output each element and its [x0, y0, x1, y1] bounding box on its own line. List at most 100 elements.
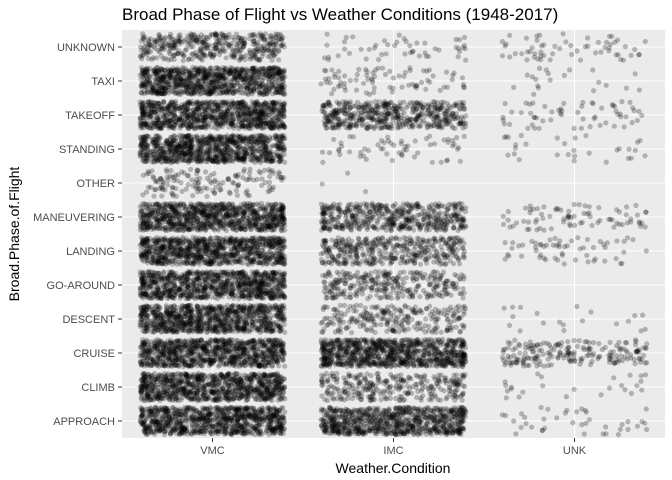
data-point: [631, 356, 637, 363]
data-point: [232, 413, 238, 419]
data-point: [230, 389, 236, 395]
data-point: [238, 407, 245, 413]
data-point: [233, 420, 239, 427]
data-point: [197, 415, 203, 421]
data-point: [407, 385, 413, 391]
data-point: [148, 408, 154, 414]
data-point: [244, 422, 250, 429]
data-point: [139, 420, 145, 426]
data-point: [138, 387, 145, 394]
data-point: [234, 418, 240, 424]
data-point: [166, 418, 172, 425]
data-point: [184, 372, 190, 379]
data-point: [409, 424, 415, 430]
data-point: [364, 407, 370, 413]
data-point: [215, 338, 221, 344]
data-point: [166, 423, 172, 429]
data-point: [279, 415, 285, 421]
data-point: [215, 420, 221, 426]
data-point: [223, 424, 229, 430]
data-point: [179, 342, 185, 348]
data-point: [198, 416, 204, 422]
data-point: [189, 415, 195, 421]
data-point: [443, 426, 450, 433]
data-point: [250, 413, 256, 419]
data-point: [179, 411, 185, 418]
data-point: [147, 408, 153, 414]
data-point: [143, 406, 149, 412]
data-point: [424, 378, 430, 384]
data-point: [574, 409, 580, 415]
data-point: [150, 419, 156, 425]
data-point: [542, 425, 548, 431]
data-point: [334, 370, 340, 377]
data-point: [216, 429, 222, 435]
data-point: [346, 431, 352, 437]
data-point: [162, 423, 168, 429]
data-point: [208, 424, 214, 430]
data-point: [246, 406, 252, 412]
data-point: [503, 395, 509, 401]
data-point: [149, 420, 155, 426]
data-point: [238, 384, 244, 391]
data-point: [225, 416, 231, 422]
data-point: [273, 425, 279, 431]
data-point: [214, 408, 221, 414]
data-point: [276, 415, 282, 421]
data-point: [279, 392, 285, 398]
data-point: [176, 411, 182, 417]
data-point: [271, 416, 277, 422]
data-point: [209, 431, 215, 437]
data-point: [162, 429, 168, 435]
data-point: [172, 407, 178, 413]
data-point: [249, 423, 255, 429]
data-point: [197, 428, 203, 434]
data-point: [192, 418, 198, 424]
data-point: [338, 394, 344, 400]
data-point: [178, 421, 184, 428]
data-point: [191, 383, 197, 389]
data-point: [146, 413, 152, 419]
data-point: [239, 412, 246, 418]
data-point: [367, 397, 373, 403]
data-point: [259, 392, 265, 398]
data-point: [352, 340, 358, 346]
data-point: [460, 374, 467, 380]
data-point: [246, 412, 252, 418]
data-point: [392, 395, 398, 401]
data-point: [547, 352, 553, 358]
data-point: [367, 428, 373, 434]
data-point: [252, 412, 258, 418]
data-point: [428, 383, 434, 389]
data-point: [229, 427, 235, 433]
data-point: [611, 360, 617, 366]
data-point: [556, 341, 562, 347]
data-point: [424, 421, 431, 427]
data-point: [150, 411, 156, 417]
data-point: [140, 412, 146, 418]
data-point: [322, 355, 328, 361]
data-point: [212, 427, 218, 433]
data-point: [221, 388, 227, 394]
data-point: [172, 422, 178, 428]
data-point: [269, 425, 275, 431]
point-cloud-cruise-imc: [318, 336, 469, 370]
data-point: [247, 428, 253, 434]
data-point: [187, 405, 193, 411]
data-point: [235, 416, 241, 422]
data-point: [364, 371, 370, 377]
data-point: [146, 428, 152, 434]
data-point: [173, 420, 180, 426]
data-point: [551, 347, 557, 353]
data-point: [178, 430, 184, 436]
data-point: [188, 390, 194, 396]
data-point: [202, 389, 208, 395]
data-point: [238, 423, 244, 429]
data-point: [571, 349, 577, 355]
data-point: [424, 361, 430, 367]
data-point: [523, 421, 529, 427]
data-point: [188, 431, 194, 437]
data-point: [192, 422, 198, 428]
data-point: [443, 396, 449, 402]
data-point: [239, 427, 246, 433]
